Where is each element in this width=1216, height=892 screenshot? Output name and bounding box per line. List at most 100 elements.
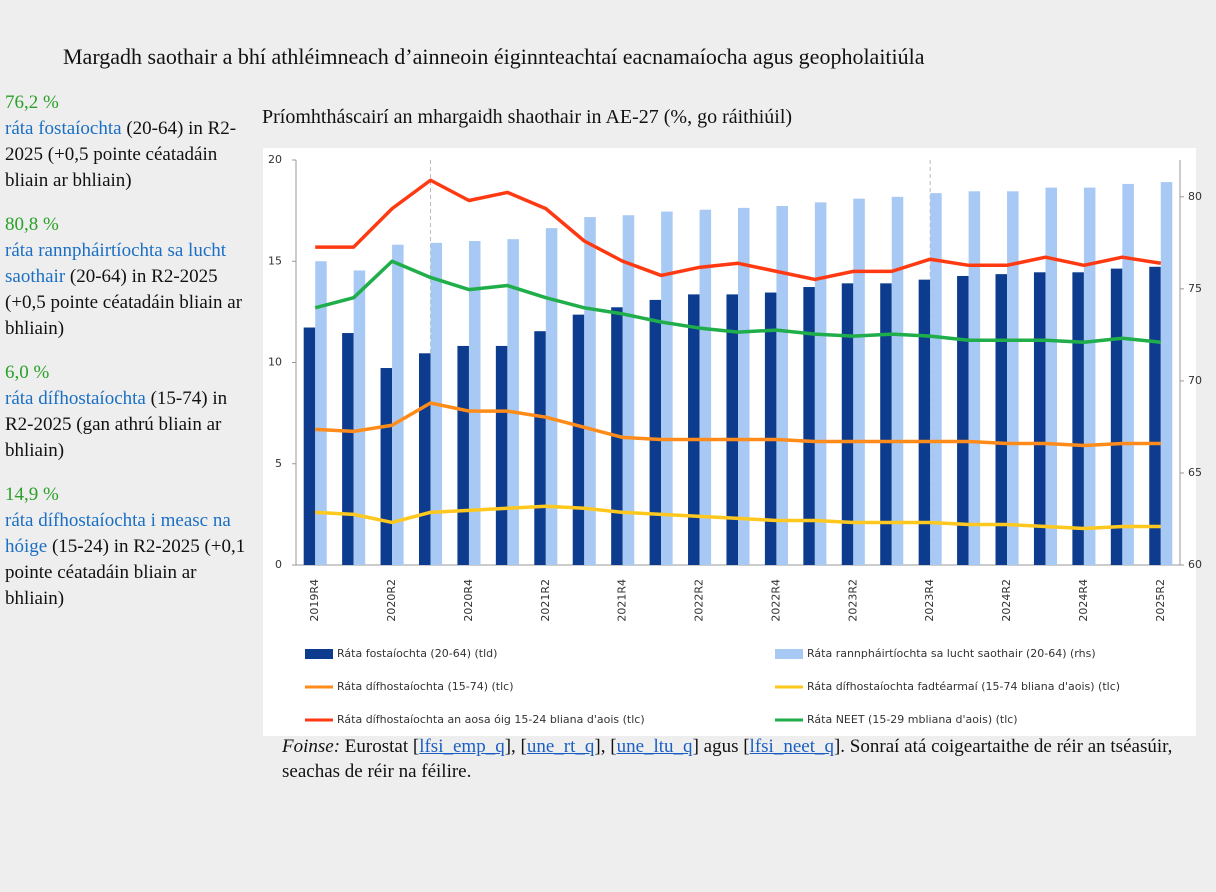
- sidebar: 76,2 % ráta fostaíochta (20-64) in R2-202…: [5, 90, 260, 630]
- stat-detail: (20-64) in R2-2025 (+0,5 pointe céatadái…: [5, 118, 237, 191]
- y-tick-label: 10: [268, 356, 282, 369]
- bar: [1033, 272, 1046, 565]
- x-tick-label: 2023R2: [846, 579, 859, 622]
- x-tick-label: 2020R2: [385, 579, 398, 622]
- stat-item: 6,0 % ráta dífhostaíochta (15-74) in R2-2…: [5, 360, 260, 464]
- bar: [661, 211, 673, 565]
- source-link[interactable]: une_ltu_q: [616, 736, 693, 757]
- bar: [1045, 187, 1058, 565]
- bar: [776, 206, 788, 566]
- bar: [688, 294, 700, 565]
- stat-item: 14,9 % ráta dífhostaíochta i measc na hói…: [5, 482, 260, 612]
- line-series: [315, 178, 1162, 282]
- bar: [534, 331, 546, 565]
- legend-swatch: [775, 649, 803, 659]
- bar: [1110, 268, 1123, 565]
- source-label: Foinse:: [282, 736, 341, 757]
- stat-figure: 80,8 %: [5, 214, 59, 235]
- bar: [342, 333, 354, 565]
- bar: [1083, 187, 1096, 565]
- legend-label: Ráta dífhostaíochta an aosa óig 15-24 bl…: [337, 713, 645, 726]
- x-tick-label: 2020R4: [462, 579, 475, 622]
- bar: [918, 279, 931, 565]
- stat-figure: 6,0 %: [5, 362, 50, 383]
- y-tick-label: 5: [275, 457, 282, 470]
- bar: [891, 196, 904, 565]
- bar: [853, 198, 865, 565]
- stat-label: ráta rannpháirtíochta sa lucht saothair: [5, 240, 227, 287]
- legend-swatch: [305, 649, 333, 659]
- source-text: ]. Sonraí atá coigeartaithe de réir an t…: [282, 736, 1173, 782]
- y-tick-label: 0: [275, 558, 282, 571]
- bar: [649, 299, 662, 565]
- stat-figure: 14,9 %: [5, 484, 59, 505]
- x-tick-label: 2022R2: [693, 579, 706, 622]
- stat-detail: (15-24) in R2-2025 (+0,1 pointe céatadái…: [5, 536, 246, 609]
- bar: [1072, 272, 1084, 565]
- bar: [457, 345, 469, 565]
- y2-tick-label: 80: [1188, 190, 1202, 203]
- bar: [1160, 182, 1173, 565]
- bar: [315, 261, 327, 565]
- bar: [1007, 191, 1019, 565]
- bar: [841, 283, 854, 565]
- bar: [507, 239, 519, 565]
- x-tick-label: 2025R2: [1154, 579, 1167, 622]
- bar: [545, 228, 558, 565]
- bar: [380, 368, 393, 565]
- y-tick-label: 15: [268, 254, 282, 267]
- y-tick-label: 20: [268, 153, 282, 166]
- x-tick-label: 2024R2: [1000, 579, 1013, 622]
- x-tick-label: 2022R4: [769, 579, 782, 622]
- x-tick-label: 2021R4: [616, 579, 629, 622]
- source-link[interactable]: lfsi_emp_q: [419, 736, 505, 757]
- chart-title: Príomhtháscairí an mhargaidh shaothair i…: [262, 106, 793, 128]
- stat-item: 76,2 % ráta fostaíochta (20-64) in R2-202…: [5, 90, 260, 194]
- source-text: Eurostat [: [344, 736, 420, 757]
- bar: [930, 193, 942, 566]
- bar: [814, 202, 827, 565]
- bar: [584, 217, 596, 565]
- x-tick-label: 2023R4: [923, 579, 936, 622]
- stat-label: ráta fostaíochta: [5, 118, 122, 139]
- y2-tick-label: 65: [1188, 466, 1202, 479]
- source-link[interactable]: lfsi_neet_q: [749, 736, 834, 757]
- bar: [392, 244, 404, 565]
- bar: [995, 274, 1008, 565]
- bar: [495, 345, 508, 565]
- bar: [468, 241, 481, 565]
- page-title: Margadh saothair a bhí athléimneach d’ai…: [63, 44, 925, 69]
- stat-detail: (15-74) in R2-2025 (gan athrú bliain ar …: [5, 388, 228, 461]
- stat-label: ráta dífhostaíochta: [5, 388, 146, 409]
- legend-label: Ráta fostaíochta (20-64) (tld): [337, 647, 497, 660]
- x-tick-label: 2019R4: [308, 579, 321, 622]
- bar: [622, 215, 635, 565]
- y2-tick-label: 75: [1188, 282, 1202, 295]
- line-series: [314, 259, 1161, 344]
- legend-label: Ráta dífhostaíochta (15-74) (tlc): [337, 680, 514, 693]
- bar: [699, 209, 712, 566]
- legend-label: Ráta NEET (15-29 mbliana d'aois) (tlc): [807, 713, 1018, 726]
- line-series: [315, 504, 1161, 531]
- bar: [738, 207, 750, 565]
- stat-label: ráta dífhostaíochta i measc na hóige: [5, 510, 231, 557]
- stat-figure: 76,2 %: [5, 92, 59, 113]
- source-text: ], [: [504, 736, 527, 757]
- bar: [803, 287, 815, 565]
- bar: [303, 327, 316, 565]
- stat-item: 80,8 % ráta rannpháirtíochta sa lucht sao…: [5, 212, 260, 342]
- source-text: ], [: [594, 736, 617, 757]
- bar: [968, 191, 981, 565]
- source-link[interactable]: une_rt_q: [526, 736, 595, 757]
- source-note: Foinse: Eurostat [lfsi_emp_q], [une_rt_q…: [282, 734, 1202, 784]
- bar: [880, 283, 892, 565]
- legend-label: Ráta rannpháirtíochta sa lucht saothair …: [807, 647, 1096, 660]
- y2-tick-label: 70: [1188, 374, 1202, 387]
- bar: [726, 294, 738, 565]
- bar: [572, 314, 585, 565]
- x-tick-label: 2024R4: [1077, 579, 1090, 622]
- bar: [418, 353, 431, 565]
- bar: [1149, 266, 1161, 565]
